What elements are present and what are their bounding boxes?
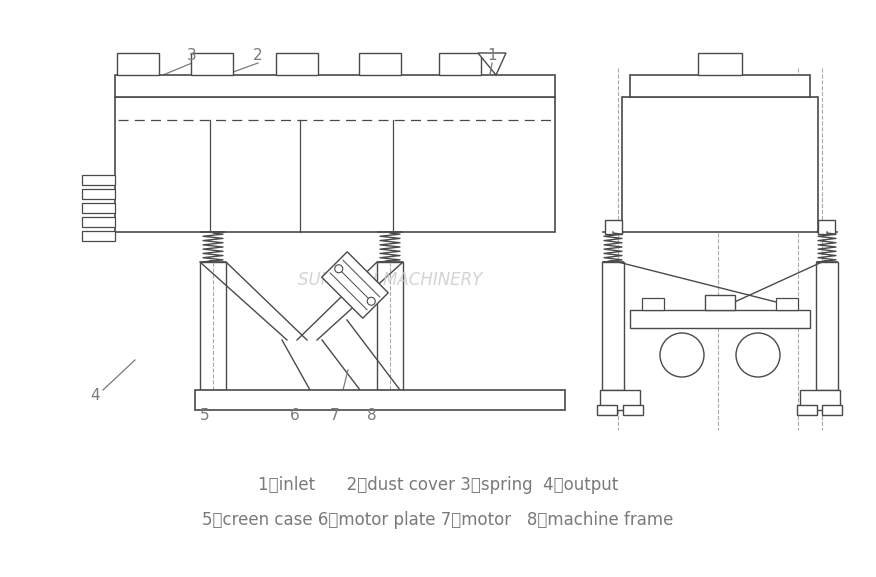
Bar [82,203,115,213]
Text: 1: 1 [487,47,497,62]
Text: 2: 2 [253,47,263,62]
Bar [797,405,817,415]
Text: 4: 4 [90,388,100,403]
Text: 1、inlet      2、dust cover 3、spring  4、output: 1、inlet 2、dust cover 3、spring 4、output [258,476,618,494]
Text: SUNTECH MACHINERY: SUNTECH MACHINERY [298,271,482,289]
Text: 3: 3 [187,47,197,62]
Bar [276,53,318,75]
Bar [698,53,742,75]
Circle shape [335,265,343,273]
Bar [816,262,838,390]
Bar [600,390,640,410]
Text: 5ｓcreen case 6、motor plate 7、motor   8、machine frame: 5ｓcreen case 6、motor plate 7、motor 8、mac… [202,511,674,529]
Bar [602,262,624,390]
Bar [605,220,622,234]
Bar [115,97,555,232]
Bar [117,53,159,75]
Polygon shape [478,53,506,75]
Bar [630,75,810,97]
Bar [321,252,388,319]
Bar [115,75,555,97]
Bar [597,405,617,415]
Bar [82,231,115,241]
Bar [642,298,664,310]
Bar [822,405,842,415]
Bar [359,53,401,75]
Bar [800,390,840,410]
Bar [191,53,233,75]
Bar [82,217,115,227]
Text: 8: 8 [367,407,377,422]
Bar [82,189,115,199]
Text: 5: 5 [201,407,210,422]
Circle shape [736,333,780,377]
Bar [818,220,835,234]
Text: 7: 7 [330,407,340,422]
Bar [195,390,565,410]
Bar [200,262,226,390]
Bar [630,310,810,328]
Bar [439,53,481,75]
Bar [623,405,643,415]
Circle shape [660,333,704,377]
Bar [776,298,798,310]
Text: 6: 6 [290,407,300,422]
Bar [377,262,403,390]
Bar [705,295,735,310]
Bar [82,175,115,185]
Circle shape [367,297,375,305]
Bar [622,97,818,232]
